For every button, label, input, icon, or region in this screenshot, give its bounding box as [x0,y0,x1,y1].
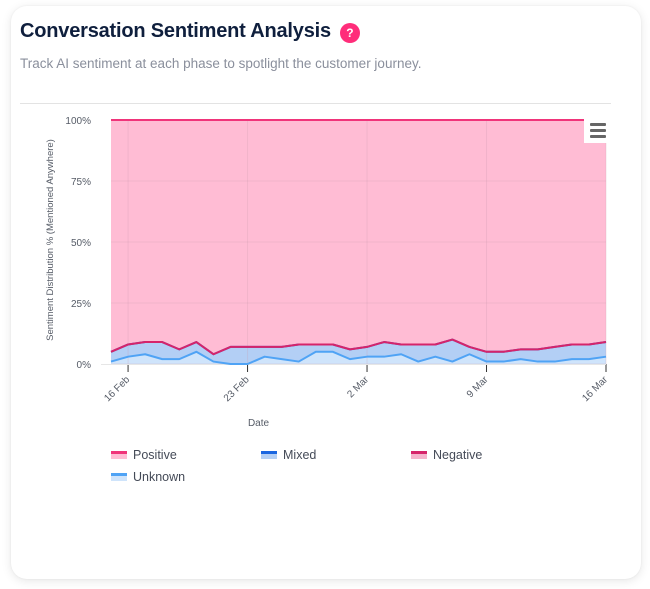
x-tick-label: 16 Mar [580,374,610,404]
y-axis-label: Sentiment Distribution % (Mentioned Anyw… [45,139,56,341]
area-mixed [111,339,606,364]
y-tick-label: 25% [71,299,91,310]
legend-item-positive[interactable]: Positive [111,448,177,462]
mixed-swatch-icon [261,451,277,459]
line-negative [110,338,607,356]
legend-item-mixed[interactable]: Mixed [261,448,316,462]
chart-menu-button[interactable] [584,117,612,143]
sentiment-chart: 0% 25% 50% 75% 100% 16 Feb 23 Feb 2 Mar 9 Mar 16 … [45,116,611,429]
hamburger-menu-icon [590,122,606,126]
question-mark-icon[interactable]: ? [339,22,360,43]
positive-swatch-icon [111,451,127,459]
negative-swatch-icon [411,451,427,459]
divider [20,103,611,104]
y-tick-label: 75% [71,177,91,188]
x-axis-label: Date [248,418,270,429]
y-tick-label: 100% [65,116,91,127]
line-unknown [110,350,607,365]
area-positive [111,120,606,355]
y-tick-label: 50% [71,238,91,249]
x-tick-label: 2 Mar [345,374,371,400]
x-tick-label: 9 Mar [465,374,491,400]
header: Conversation Sentiment Analysis ? [20,20,360,43]
legend-item-unknown[interactable]: Unknown [111,470,185,484]
x-tick-label: 23 Feb [222,374,252,404]
page-title: Conversation Sentiment Analysis [20,20,331,42]
unknown-swatch-icon [111,473,127,481]
legend-item-negative[interactable]: Negative [411,448,482,462]
y-tick-label: 0% [77,360,92,371]
subtitle: Track AI sentiment at each phase to spot… [20,56,422,71]
x-tick-label: 16 Feb [102,374,132,404]
